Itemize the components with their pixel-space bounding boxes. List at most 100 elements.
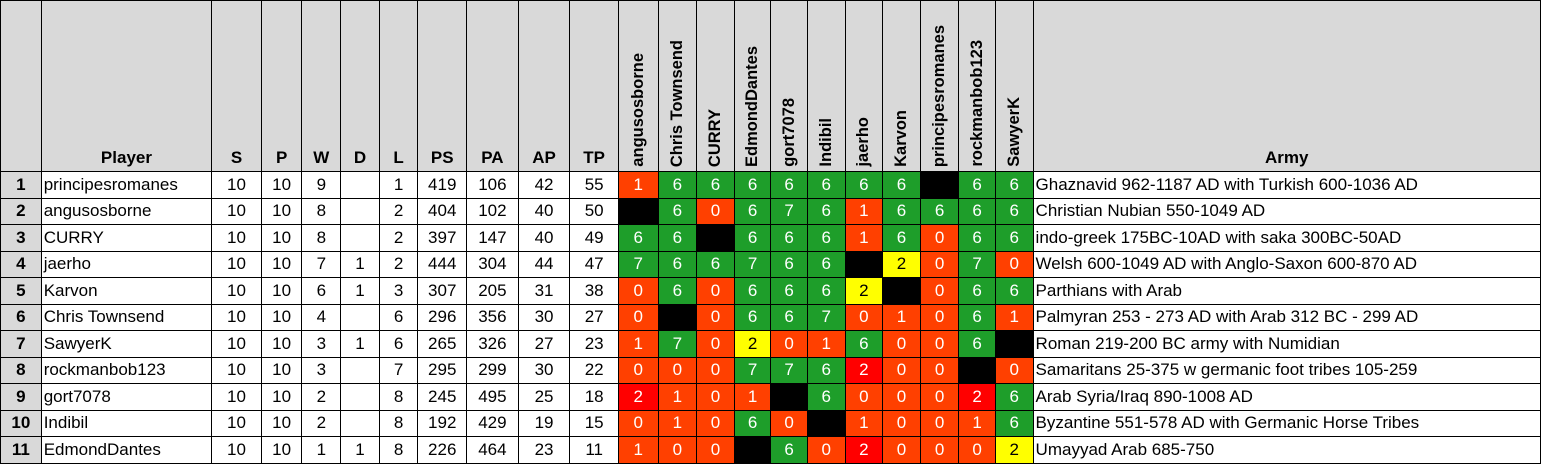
- p-cell: 10: [260, 224, 303, 252]
- army-cell: Ghaznavid 962-1187 AD with Turkish 600-1…: [1032, 171, 1541, 199]
- match-result-cell: 0: [958, 436, 996, 464]
- match-result-cell: 6: [617, 224, 659, 252]
- tp-cell: 47: [569, 250, 619, 278]
- match-result-cell: 1: [958, 409, 996, 437]
- match-result-cell: 6: [806, 250, 846, 278]
- match-result-cell: 6: [770, 224, 808, 252]
- rank-cell: 1: [0, 171, 42, 199]
- w-cell: 2: [301, 383, 342, 411]
- p-cell: 10: [260, 171, 303, 199]
- tp-header: TP: [569, 0, 619, 172]
- match-result-cell: 0: [882, 383, 921, 411]
- match-result-cell: 0: [919, 277, 960, 305]
- ap-cell: 44: [517, 250, 571, 278]
- match-result-cell: 6: [882, 197, 921, 225]
- match-result-cell: 6: [882, 171, 921, 199]
- match-result-cell: 6: [806, 224, 846, 252]
- opponent-header: jaerho: [844, 0, 884, 172]
- opponent-header: SawyerK: [994, 0, 1034, 172]
- pa-cell: 205: [466, 277, 519, 305]
- self-match-cell: [882, 277, 921, 305]
- match-result-cell: 6: [770, 436, 808, 464]
- w-cell: 7: [301, 250, 342, 278]
- ps-cell: 296: [417, 303, 468, 331]
- match-result-cell: 0: [806, 436, 846, 464]
- tp-cell: 49: [569, 224, 619, 252]
- match-result-cell: 1: [994, 303, 1034, 331]
- match-result-cell: 0: [657, 356, 698, 384]
- self-match-cell: [657, 303, 698, 331]
- match-result-cell: 6: [733, 409, 772, 437]
- player-name-cell: CURRY: [40, 224, 213, 252]
- ap-cell: 23: [517, 436, 571, 464]
- match-result-cell: 1: [806, 330, 846, 358]
- d-cell: [340, 409, 380, 437]
- self-match-cell: [806, 409, 846, 437]
- match-result-cell: 0: [919, 436, 960, 464]
- army-cell: Parthians with Arab: [1032, 277, 1541, 305]
- match-result-cell: 6: [994, 409, 1034, 437]
- pa-cell: 299: [466, 356, 519, 384]
- l-cell: 6: [378, 330, 419, 358]
- ap-cell: 30: [517, 356, 571, 384]
- match-result-cell: 6: [770, 277, 808, 305]
- match-result-cell: 1: [617, 171, 659, 199]
- self-match-cell: [696, 224, 735, 252]
- w-cell: 8: [301, 224, 342, 252]
- rank-cell: 2: [0, 197, 42, 225]
- tp-cell: 11: [569, 436, 619, 464]
- rank-header: [0, 0, 42, 172]
- ap-cell: 42: [517, 171, 571, 199]
- match-result-cell: 0: [919, 224, 960, 252]
- self-match-cell: [958, 356, 996, 384]
- l-cell: 8: [378, 383, 419, 411]
- match-result-cell: 0: [882, 436, 921, 464]
- l-cell: 2: [378, 197, 419, 225]
- opponent-header: EdmondDantes: [733, 0, 772, 172]
- match-result-cell: 6: [733, 303, 772, 331]
- p-cell: 10: [260, 383, 303, 411]
- table-row: 7 SawyerK 10 10 3 1 6 265 326 27 23 1 7 0 2 0 1 6 0 0 6 Roman…: [0, 330, 1541, 358]
- d-cell: 1: [340, 330, 380, 358]
- match-result-cell: 6: [958, 330, 996, 358]
- match-result-cell: 6: [770, 303, 808, 331]
- rank-cell: 3: [0, 224, 42, 252]
- p-cell: 10: [260, 409, 303, 437]
- rank-cell: 11: [0, 436, 42, 464]
- p-cell: 10: [260, 277, 303, 305]
- table-row: 11 EdmondDantes 10 10 1 1 8 226 464 23 11 1 0 0 6 0 2 0 0 0…: [0, 436, 1541, 464]
- match-result-cell: 0: [919, 250, 960, 278]
- match-result-cell: 6: [994, 383, 1034, 411]
- ps-cell: 265: [417, 330, 468, 358]
- s-cell: 10: [211, 197, 262, 225]
- match-result-cell: 7: [733, 250, 772, 278]
- opponent-header: Chris Townsend: [657, 0, 698, 172]
- ps-cell: 192: [417, 409, 468, 437]
- w-cell: 3: [301, 356, 342, 384]
- pa-cell: 106: [466, 171, 519, 199]
- match-result-cell: 0: [696, 277, 735, 305]
- rank-cell: 8: [0, 356, 42, 384]
- ps-cell: 295: [417, 356, 468, 384]
- match-result-cell: 6: [844, 171, 884, 199]
- rank-cell: 9: [0, 383, 42, 411]
- match-result-cell: 0: [696, 197, 735, 225]
- opponent-header: angusosborne: [617, 0, 659, 172]
- match-result-cell: 6: [770, 250, 808, 278]
- l-cell: 8: [378, 436, 419, 464]
- match-result-cell: 2: [844, 436, 884, 464]
- ps-header: PS: [417, 0, 468, 172]
- match-result-cell: 1: [844, 409, 884, 437]
- table-row: 9 gort7078 10 10 2 8 245 495 25 18 2 1 0 1 6 0 0 0 2 6 Arab …: [0, 383, 1541, 411]
- ap-header: AP: [517, 0, 571, 172]
- match-result-cell: 6: [958, 303, 996, 331]
- w-cell: 3: [301, 330, 342, 358]
- ap-cell: 40: [517, 224, 571, 252]
- match-result-cell: 7: [657, 330, 698, 358]
- ap-cell: 27: [517, 330, 571, 358]
- s-cell: 10: [211, 409, 262, 437]
- player-name-cell: angusosborne: [40, 197, 213, 225]
- w-cell: 4: [301, 303, 342, 331]
- match-result-cell: 0: [617, 356, 659, 384]
